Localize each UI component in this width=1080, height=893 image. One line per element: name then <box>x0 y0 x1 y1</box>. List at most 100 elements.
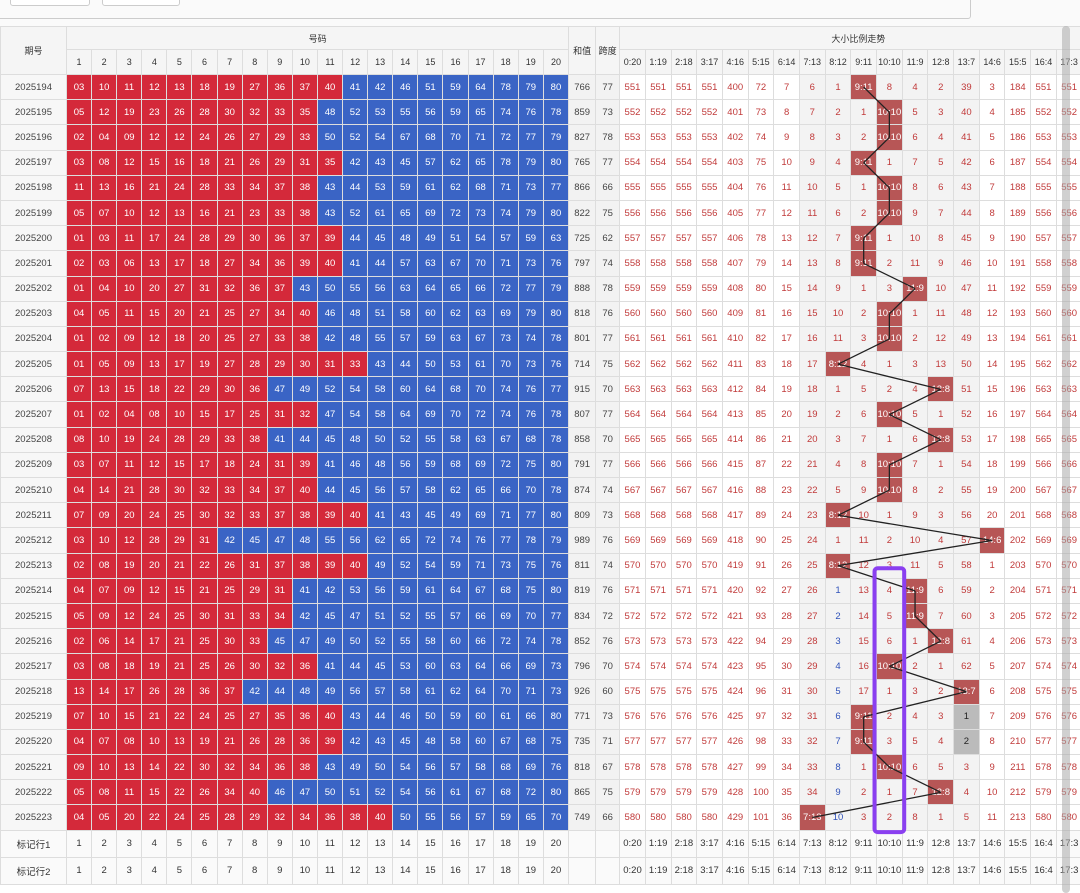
footer-ball-cell[interactable]: 6 <box>191 856 218 885</box>
footer-ball-cell[interactable]: 8 <box>241 829 268 858</box>
issue-cell[interactable]: 2025217 <box>0 653 67 680</box>
footer-ball-cell[interactable]: 13 <box>367 829 394 858</box>
footer-ball-cell[interactable]: 9 <box>266 856 293 885</box>
issue-cell[interactable]: 2025213 <box>0 552 67 579</box>
footer-ratio-cell[interactable]: 6:14 <box>773 856 800 885</box>
toolbar-button-2[interactable] <box>102 0 180 6</box>
footer-ratio-cell[interactable]: 3:17 <box>696 829 723 858</box>
table-row[interactable]: 2025214 04 07 09 12 15 21 25 29 31 41 42 53 56 59 61 64 6… <box>0 577 1080 604</box>
issue-cell[interactable]: 2025220 <box>0 728 67 756</box>
issue-cell[interactable]: 2025198 <box>0 174 67 201</box>
footer-ball-cell[interactable]: 16 <box>442 829 469 858</box>
footer-ratio-cell[interactable]: 16:4 <box>1030 856 1057 885</box>
footer-ball-cell[interactable]: 20 <box>542 829 570 858</box>
toolbar-button-1[interactable] <box>10 0 90 6</box>
footer-ball-cell[interactable]: 9 <box>266 829 293 858</box>
footer-ratio-cell[interactable]: 11:9 <box>901 856 929 885</box>
footer-ratio-cell[interactable]: 9:11 <box>850 829 878 858</box>
footer-ball-cell[interactable]: 5 <box>166 829 193 858</box>
table-row[interactable]: 2025209 03 07 11 12 15 17 18 24 31 39 41 46 48 56 59 68 6… <box>0 451 1080 479</box>
footer-ratio-cell[interactable]: 12:8 <box>927 829 955 858</box>
footer-ratio-cell[interactable]: 1:19 <box>644 856 672 885</box>
footer-ball-cell[interactable]: 15 <box>417 829 444 858</box>
footer-ball-cell[interactable]: 14 <box>392 829 419 858</box>
footer-ball-cell[interactable]: 12 <box>342 829 369 858</box>
issue-cell[interactable]: 2025205 <box>0 351 67 378</box>
issue-cell[interactable]: 2025218 <box>0 678 67 705</box>
table-row[interactable]: 2025195 05 12 19 23 26 28 30 32 33 35 48 52 53 55 56 59 6… <box>0 99 1080 126</box>
footer-ratio-cell[interactable]: 1:19 <box>644 829 672 858</box>
footer-ratio-cell[interactable]: 7:13 <box>798 829 826 858</box>
footer-ball-cell[interactable]: 18 <box>492 856 519 885</box>
table-row[interactable]: 2025210 04 14 21 28 30 32 33 34 37 40 44 45 56 57 58 62 6… <box>0 476 1080 504</box>
footer-ratio-cell[interactable]: 7:13 <box>798 856 826 885</box>
issue-cell[interactable]: 2025210 <box>0 476 67 504</box>
table-row[interactable]: 2025215 05 09 12 24 25 30 31 33 34 42 45 47 51 52 55 57 6… <box>0 602 1080 630</box>
table-row[interactable]: 2025206 07 13 15 18 22 29 30 36 47 49 52 54 58 60 64 68 7… <box>0 376 1080 403</box>
table-row[interactable]: 2025223 04 05 20 22 24 25 28 29 32 34 36 38 40 50 55 56 5… <box>0 804 1080 831</box>
table-row[interactable]: 2025208 08 10 19 24 28 29 33 38 41 44 45 48 50 52 55 58 6… <box>0 426 1080 453</box>
footer-ball-cell[interactable]: 4 <box>141 856 168 885</box>
footer-ratio-cell[interactable]: 10:10 <box>876 856 903 885</box>
footer-ratio-cell[interactable]: 10:10 <box>876 829 903 858</box>
table-row[interactable]: 2025194 03 10 11 12 13 18 19 27 36 37 40 41 42 46 51 59 6… <box>0 73 1080 101</box>
table-row[interactable]: 2025202 01 04 10 20 27 31 32 36 37 43 50 55 56 63 64 65 6… <box>0 275 1080 302</box>
issue-cell[interactable]: 2025209 <box>0 451 67 479</box>
vertical-scrollbar[interactable] <box>1062 26 1070 893</box>
footer-ratio-cell[interactable]: 13:7 <box>953 856 980 885</box>
footer-ball-cell[interactable]: 10 <box>291 829 318 858</box>
footer-ball-cell[interactable]: 6 <box>191 829 218 858</box>
issue-cell[interactable]: 2025212 <box>0 527 67 554</box>
footer-ball-cell[interactable]: 19 <box>517 856 544 885</box>
footer-ball-cell[interactable]: 1 <box>65 856 93 885</box>
issue-cell[interactable]: 2025211 <box>0 502 67 529</box>
footer-ball-cell[interactable]: 18 <box>492 829 519 858</box>
table-row[interactable]: 2025203 04 05 11 15 20 21 25 27 34 40 46 48 51 58 60 62 6… <box>0 300 1080 327</box>
footer-ratio-cell[interactable]: 16:4 <box>1030 829 1057 858</box>
footer-ball-cell[interactable]: 2 <box>91 829 118 858</box>
footer-ratio-cell[interactable]: 2:18 <box>670 856 698 885</box>
footer-ratio-cell[interactable]: 4:16 <box>721 829 749 858</box>
issue-cell[interactable]: 2025223 <box>0 804 67 831</box>
footer-ratio-cell[interactable]: 8:12 <box>824 829 852 858</box>
footer-ball-cell[interactable]: 3 <box>116 829 143 858</box>
footer-ratio-cell[interactable]: 4:16 <box>721 856 749 885</box>
footer-ratio-cell[interactable]: 14:6 <box>978 829 1006 858</box>
footer-ratio-cell[interactable]: 2:18 <box>670 829 698 858</box>
issue-cell[interactable]: 2025219 <box>0 703 67 730</box>
footer-ball-cell[interactable]: 20 <box>542 856 570 885</box>
footer-ratio-cell[interactable]: 0:20 <box>619 856 646 885</box>
footer-ball-cell[interactable]: 11 <box>316 856 344 885</box>
footer-ball-cell[interactable]: 14 <box>392 856 419 885</box>
table-row[interactable]: 2025196 02 04 09 12 12 24 26 27 29 33 50 52 54 67 68 70 7… <box>0 124 1080 151</box>
issue-cell[interactable]: 2025202 <box>0 275 67 302</box>
footer-ratio-cell[interactable]: 6:14 <box>773 829 800 858</box>
table-row[interactable]: 2025198 11 13 16 21 24 28 33 34 37 38 43 44 53 59 61 62 6… <box>0 174 1080 201</box>
table-row[interactable]: 2025199 05 07 10 12 13 16 21 23 33 38 43 52 61 65 69 72 7… <box>0 199 1080 227</box>
footer-ratio-cell[interactable]: 15:5 <box>1004 856 1032 885</box>
footer-ratio-cell[interactable]: 15:5 <box>1004 829 1032 858</box>
footer-ball-cell[interactable]: 7 <box>216 856 243 885</box>
footer-ratio-cell[interactable]: 12:8 <box>927 856 955 885</box>
footer-ball-cell[interactable]: 15 <box>417 856 444 885</box>
footer-ball-cell[interactable]: 8 <box>241 856 268 885</box>
issue-cell[interactable]: 2025204 <box>0 325 67 353</box>
footer-ball-cell[interactable]: 5 <box>166 856 193 885</box>
issue-cell[interactable]: 2025200 <box>0 225 67 252</box>
issue-cell[interactable]: 2025208 <box>0 426 67 453</box>
footer-ratio-cell[interactable]: 3:17 <box>696 856 723 885</box>
table-row[interactable]: 2025200 01 03 11 17 24 28 29 30 36 37 39 44 45 48 49 51 5… <box>0 225 1080 252</box>
footer-ratio-cell[interactable]: 5:15 <box>747 829 775 858</box>
issue-cell[interactable]: 2025196 <box>0 124 67 151</box>
table-row[interactable]: 2025207 01 02 04 08 10 15 17 25 31 32 47 54 58 64 69 70 7… <box>0 401 1080 428</box>
table-row[interactable]: 2025211 07 09 20 24 25 30 32 33 37 38 39 40 41 43 45 49 6… <box>0 502 1080 529</box>
issue-cell[interactable]: 2025216 <box>0 628 67 655</box>
table-row[interactable]: 2025221 09 10 13 14 22 30 32 34 36 38 43 49 50 54 56 57 5… <box>0 754 1080 781</box>
issue-cell[interactable]: 2025194 <box>0 73 67 101</box>
table-row[interactable]: 2025204 01 02 09 12 18 20 25 27 33 38 42 48 55 57 59 63 6… <box>0 325 1080 353</box>
footer-ball-cell[interactable]: 13 <box>367 856 394 885</box>
footer-ratio-cell[interactable]: 13:7 <box>953 829 980 858</box>
table-row[interactable]: 2025216 02 06 14 17 21 25 30 33 45 47 49 50 52 55 58 60 6… <box>0 628 1080 655</box>
issue-cell[interactable]: 2025201 <box>0 250 67 277</box>
sum-header[interactable]: 和值 <box>568 26 597 75</box>
